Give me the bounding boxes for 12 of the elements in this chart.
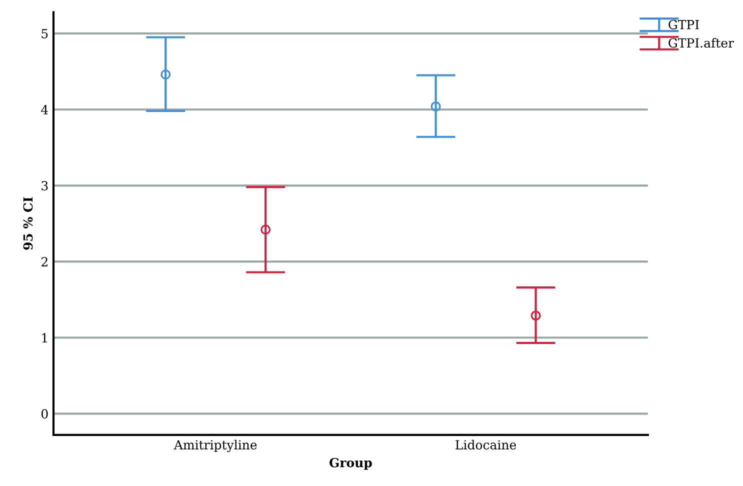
y-tick-label: 3 bbox=[42, 181, 48, 190]
x-tick-label: Amitriptyline bbox=[174, 440, 257, 452]
y-tick-label: 1 bbox=[42, 333, 47, 342]
y-tick-label: 4 bbox=[41, 104, 48, 114]
y-axis-title: 95 % CI bbox=[23, 197, 33, 250]
y-tick-label: 2 bbox=[42, 257, 48, 266]
x-tick-label: Lidocaine bbox=[456, 440, 516, 450]
y-tick-label: 0 bbox=[42, 409, 48, 419]
y-tick-label: 5 bbox=[42, 29, 48, 38]
legend-label: GTPI bbox=[668, 20, 699, 30]
legend-label: GTPI.after bbox=[668, 38, 734, 48]
x-axis-title: Group bbox=[330, 458, 372, 470]
